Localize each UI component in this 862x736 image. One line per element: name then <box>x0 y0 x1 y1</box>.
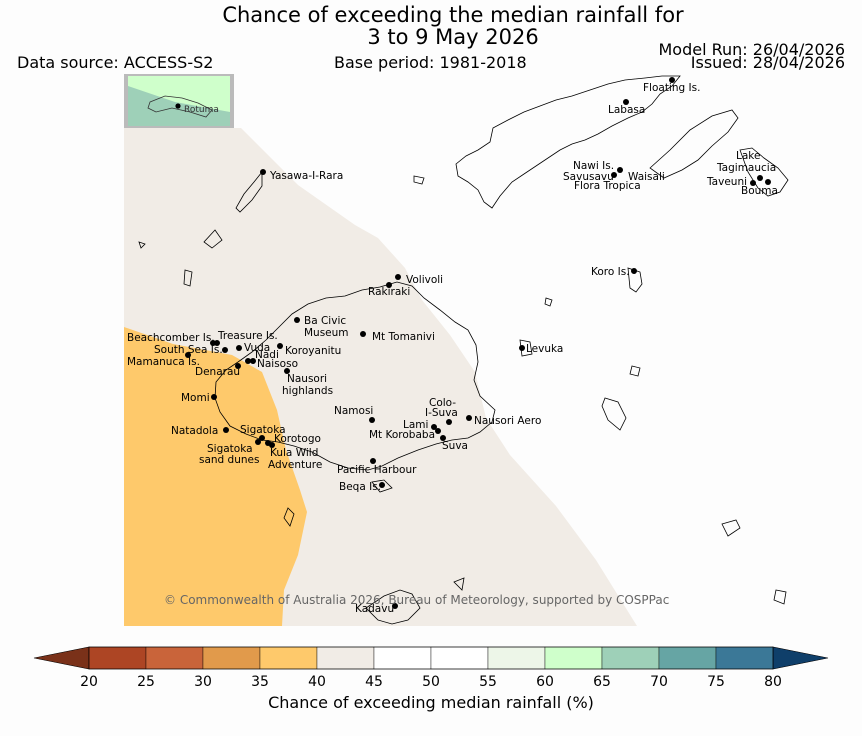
label-yasawa: Yasawa-I-Rara <box>269 170 343 182</box>
label-floating-is: Floating Is. <box>643 82 700 94</box>
label-denarau: Denarau <box>195 366 240 378</box>
colorbar-bin-30-35 <box>202 646 261 670</box>
label-lami: Lami <box>403 419 428 431</box>
label-mamanuca: Mamanuca Is. <box>127 356 200 368</box>
label-kadavu: Kadavu <box>355 603 394 615</box>
colorbar-bin-70-75 <box>658 646 717 670</box>
label-savusavu: Savusavu <box>563 171 614 183</box>
colorbar-tick-65: 65 <box>593 674 611 690</box>
label-momi: Momi <box>181 392 210 404</box>
colorbar-tick-40: 40 <box>308 674 326 690</box>
label-adventure: Adventure <box>268 459 322 471</box>
label-bouma: Bouma <box>741 185 778 197</box>
place-markers <box>185 77 771 609</box>
colorbar-tick-25: 25 <box>137 674 155 690</box>
label-naisoso: Naisoso <box>257 358 298 370</box>
forecast-shading <box>124 128 637 626</box>
colorbar: 20 25 30 35 40 45 50 55 60 65 70 75 80 Chance of exc… <box>33 646 829 712</box>
label-beqa: Beqa Is. <box>339 481 381 493</box>
colorbar-tick-30: 30 <box>194 674 212 690</box>
label-beachcomber: Beachcomber Is. <box>127 332 215 344</box>
issued-label: Issued: 28/04/2026 <box>690 53 845 72</box>
label-koroyanitu: Koroyanitu <box>285 345 341 357</box>
colorbar-tick-45: 45 <box>365 674 383 690</box>
label-sigatoka: Sigatoka <box>240 424 286 436</box>
label-treasure: Treasure Is. <box>217 330 278 342</box>
colorbar-bin-45-50 <box>373 646 432 670</box>
rotuma-label: Rotuma <box>184 105 219 115</box>
label-sand-dunes: sand dunes <box>199 454 259 466</box>
label-sigatoka-2: Sigatoka <box>207 443 253 455</box>
rotuma-inset: Rotuma <box>124 74 234 128</box>
label-vuda: Vuda <box>244 342 270 354</box>
colorbar-ticks: 20 25 30 35 40 45 50 55 60 65 70 75 80 <box>80 674 782 690</box>
label-ba-civic: Ba Civic <box>304 315 346 327</box>
label-nadi: Nadi <box>255 349 279 361</box>
colorbar-bin-60-65 <box>544 646 603 670</box>
copyright-text: © Commonwealth of Australia 2026, Bureau… <box>164 593 669 607</box>
label-korotogo: Korotogo <box>274 433 321 445</box>
label-nawi: Nawi Is. <box>573 160 614 172</box>
data-source-label: Data source: ACCESS-S2 <box>17 53 214 72</box>
label-colo: Colo- <box>429 397 456 409</box>
colorbar-bins <box>88 646 774 670</box>
colorbar-tick-55: 55 <box>479 674 497 690</box>
label-lake: Lake <box>736 150 760 162</box>
colorbar-above-arrow <box>772 646 829 670</box>
label-namosi: Namosi <box>334 405 373 417</box>
label-nausori: Nausori <box>287 373 327 385</box>
title-line-2: 3 to 9 May 2026 <box>367 25 539 49</box>
colorbar-tick-35: 35 <box>251 674 269 690</box>
label-rakiraki: Rakiraki <box>368 286 410 298</box>
region-35-40 <box>124 327 307 626</box>
label-pacific-harbour: Pacific Harbour <box>337 464 417 476</box>
label-labasa: Labasa <box>608 104 645 116</box>
coastlines <box>138 75 789 625</box>
label-tagimaucia: Tagimaucia <box>716 162 776 174</box>
label-highlands: highlands <box>282 385 333 397</box>
label-levuka: Levuka <box>526 343 563 355</box>
label-mt-tomanivi: Mt Tomanivi <box>372 331 435 343</box>
label-nausori-aero: Nausori Aero <box>474 415 541 427</box>
place-labels: Floating Is. Labasa Yasawa-I-Rara Nawi I… <box>127 82 778 615</box>
label-south-sea: South Sea Is. <box>154 344 223 356</box>
colorbar-bin-25-30 <box>145 646 204 670</box>
label-taveuni: Taveuni <box>706 176 747 188</box>
colorbar-bin-35-40 <box>259 646 318 670</box>
colorbar-bin-50-55 <box>430 646 489 670</box>
label-i-suva: I-Suva <box>425 407 458 419</box>
label-natadola: Natadola <box>171 425 218 437</box>
label-koro: Koro Is. <box>591 266 630 278</box>
colorbar-below-arrow <box>33 646 90 670</box>
label-flora-tropica: Flora Tropica <box>574 180 641 192</box>
colorbar-tick-75: 75 <box>707 674 725 690</box>
label-museum: Museum <box>304 327 349 339</box>
label-waisali: Waisali <box>628 171 665 183</box>
colorbar-tick-60: 60 <box>536 674 554 690</box>
colorbar-tick-20: 20 <box>80 674 98 690</box>
colorbar-bin-20-25 <box>88 646 147 670</box>
colorbar-tick-80: 80 <box>764 674 782 690</box>
base-period-label: Base period: 1981-2018 <box>334 53 527 72</box>
label-volivoli: Volivoli <box>406 274 443 286</box>
colorbar-tick-70: 70 <box>650 674 668 690</box>
colorbar-title: Chance of exceeding median rainfall (%) <box>268 693 594 712</box>
title-line-1: Chance of exceeding the median rainfall … <box>222 3 684 27</box>
colorbar-bin-75-80 <box>715 646 774 670</box>
model-run-label: Model Run: 26/04/2026 <box>658 40 846 59</box>
colorbar-bin-40-45 <box>316 646 375 670</box>
colorbar-bin-65-70 <box>601 646 660 670</box>
label-mt-korobaba: Mt Korobaba <box>369 429 435 441</box>
label-kula-wild: Kula Wild <box>270 447 318 459</box>
colorbar-bin-55-60 <box>487 646 546 670</box>
label-suva: Suva <box>442 440 468 452</box>
colorbar-tick-50: 50 <box>422 674 440 690</box>
